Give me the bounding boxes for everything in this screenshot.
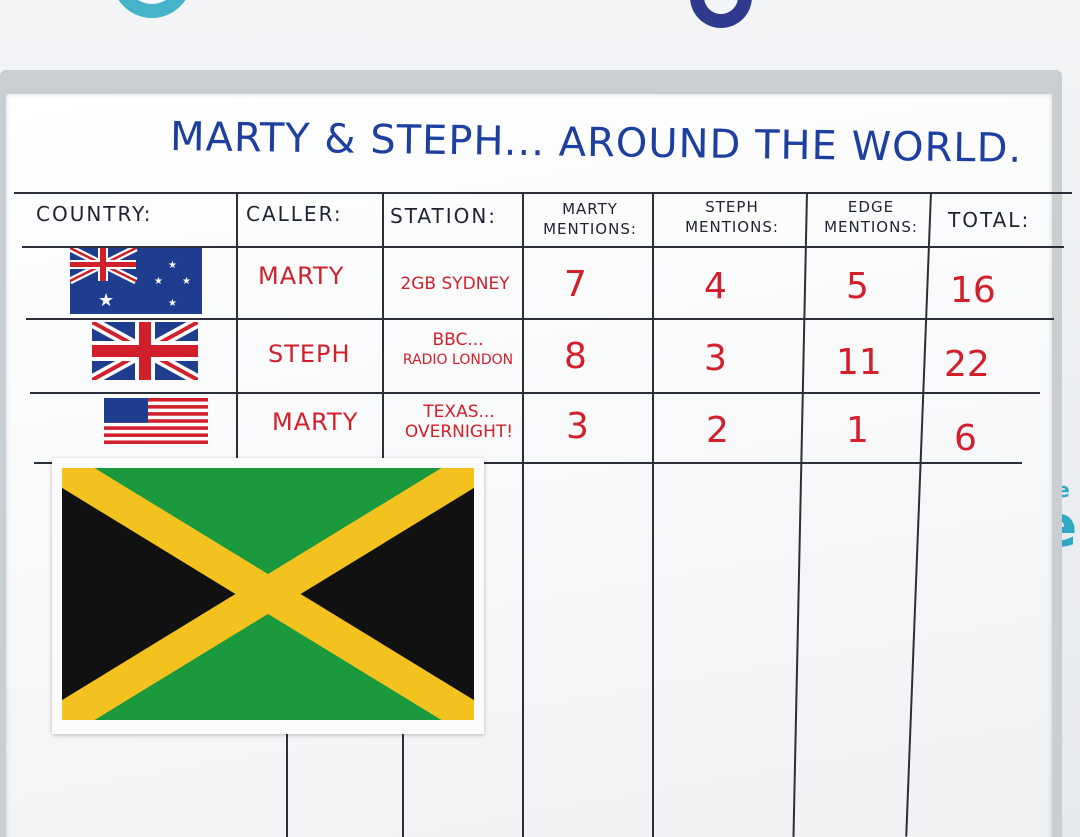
row-1-marty-mentions: 7 — [564, 264, 587, 305]
grid-col-2 — [382, 192, 384, 462]
row-2-steph-mentions: 3 — [704, 338, 727, 379]
uk-flag — [92, 322, 198, 380]
usa-flag — [104, 398, 208, 444]
australia-flag: ★ ★ ★ ★ ★ — [70, 248, 202, 314]
row-3-station-line-2: OVERNIGHT! — [404, 422, 514, 442]
header-station: STATION: — [390, 204, 498, 228]
row-2-station: BBC... RADIO LONDON — [392, 330, 524, 370]
grid-line-top — [14, 192, 1072, 194]
header-edge-mentions: EDGE MENTIONS: — [812, 197, 930, 237]
header-marty-mentions-line-2: MENTIONS: — [543, 220, 637, 238]
row-3-station: TEXAS... OVERNIGHT! — [394, 402, 524, 442]
grid-col-3 — [522, 192, 524, 837]
row-2-station-line-2: RADIO LONDON — [402, 352, 514, 368]
jamaica-flag — [62, 468, 474, 720]
row-1-edge-mentions: 5 — [846, 266, 869, 307]
row-2-station-line-1: BBC... — [432, 330, 484, 350]
row-2-marty-mentions: 8 — [564, 336, 587, 377]
grid-col-4 — [652, 192, 654, 837]
row-1-station-line-1: 2GB SYDNEY — [400, 274, 510, 294]
grid-col-2-lower — [402, 730, 404, 837]
row-3-total: 6 — [954, 418, 977, 459]
header-edge-mentions-line-2: MENTIONS: — [824, 218, 918, 236]
grid-line-row-1 — [26, 318, 1054, 320]
svg-text:★: ★ — [168, 298, 177, 309]
row-1-station: 2GB SYDNEY — [392, 274, 518, 294]
wall-logo-fragment-teal — [112, 0, 192, 18]
row-3-steph-mentions: 2 — [706, 410, 729, 451]
row-2-total: 22 — [944, 344, 990, 385]
grid-col-1-lower — [286, 730, 288, 837]
header-steph-mentions-line-2: MENTIONS: — [685, 218, 779, 236]
row-1-total: 16 — [950, 270, 996, 311]
row-3-marty-mentions: 3 — [566, 406, 589, 447]
grid-line-row-3 — [34, 462, 1022, 464]
header-caller: CALLER: — [246, 202, 343, 226]
header-steph-mentions: STEPH MENTIONS: — [662, 197, 802, 237]
grid-line-row-2 — [30, 392, 1040, 394]
row-1-caller: MARTY — [258, 262, 345, 290]
row-3-station-line-1: TEXAS... — [423, 402, 495, 422]
row-2-edge-mentions: 11 — [836, 342, 882, 383]
header-total: TOTAL: — [948, 208, 1031, 232]
row-3-edge-mentions: 1 — [846, 410, 869, 451]
header-edge-mentions-line-1: EDGE — [847, 198, 895, 216]
grid-line-header-bottom — [22, 246, 1064, 248]
svg-text:★: ★ — [182, 276, 191, 287]
row-3-caller: MARTY — [272, 408, 359, 436]
header-country: COUNTRY: — [36, 202, 153, 226]
svg-text:★: ★ — [98, 290, 114, 311]
wall-logo-fragment-navy — [690, 0, 752, 28]
svg-text:★: ★ — [154, 276, 163, 287]
row-1-steph-mentions: 4 — [704, 266, 727, 307]
svg-text:★: ★ — [168, 260, 177, 271]
header-steph-mentions-line-1: STEPH — [705, 198, 759, 216]
header-marty-mentions-line-1: MARTY — [562, 200, 618, 218]
header-marty-mentions: MARTY MENTIONS: — [528, 199, 652, 239]
row-2-caller: STEPH — [268, 340, 351, 368]
grid-col-1 — [236, 192, 238, 462]
